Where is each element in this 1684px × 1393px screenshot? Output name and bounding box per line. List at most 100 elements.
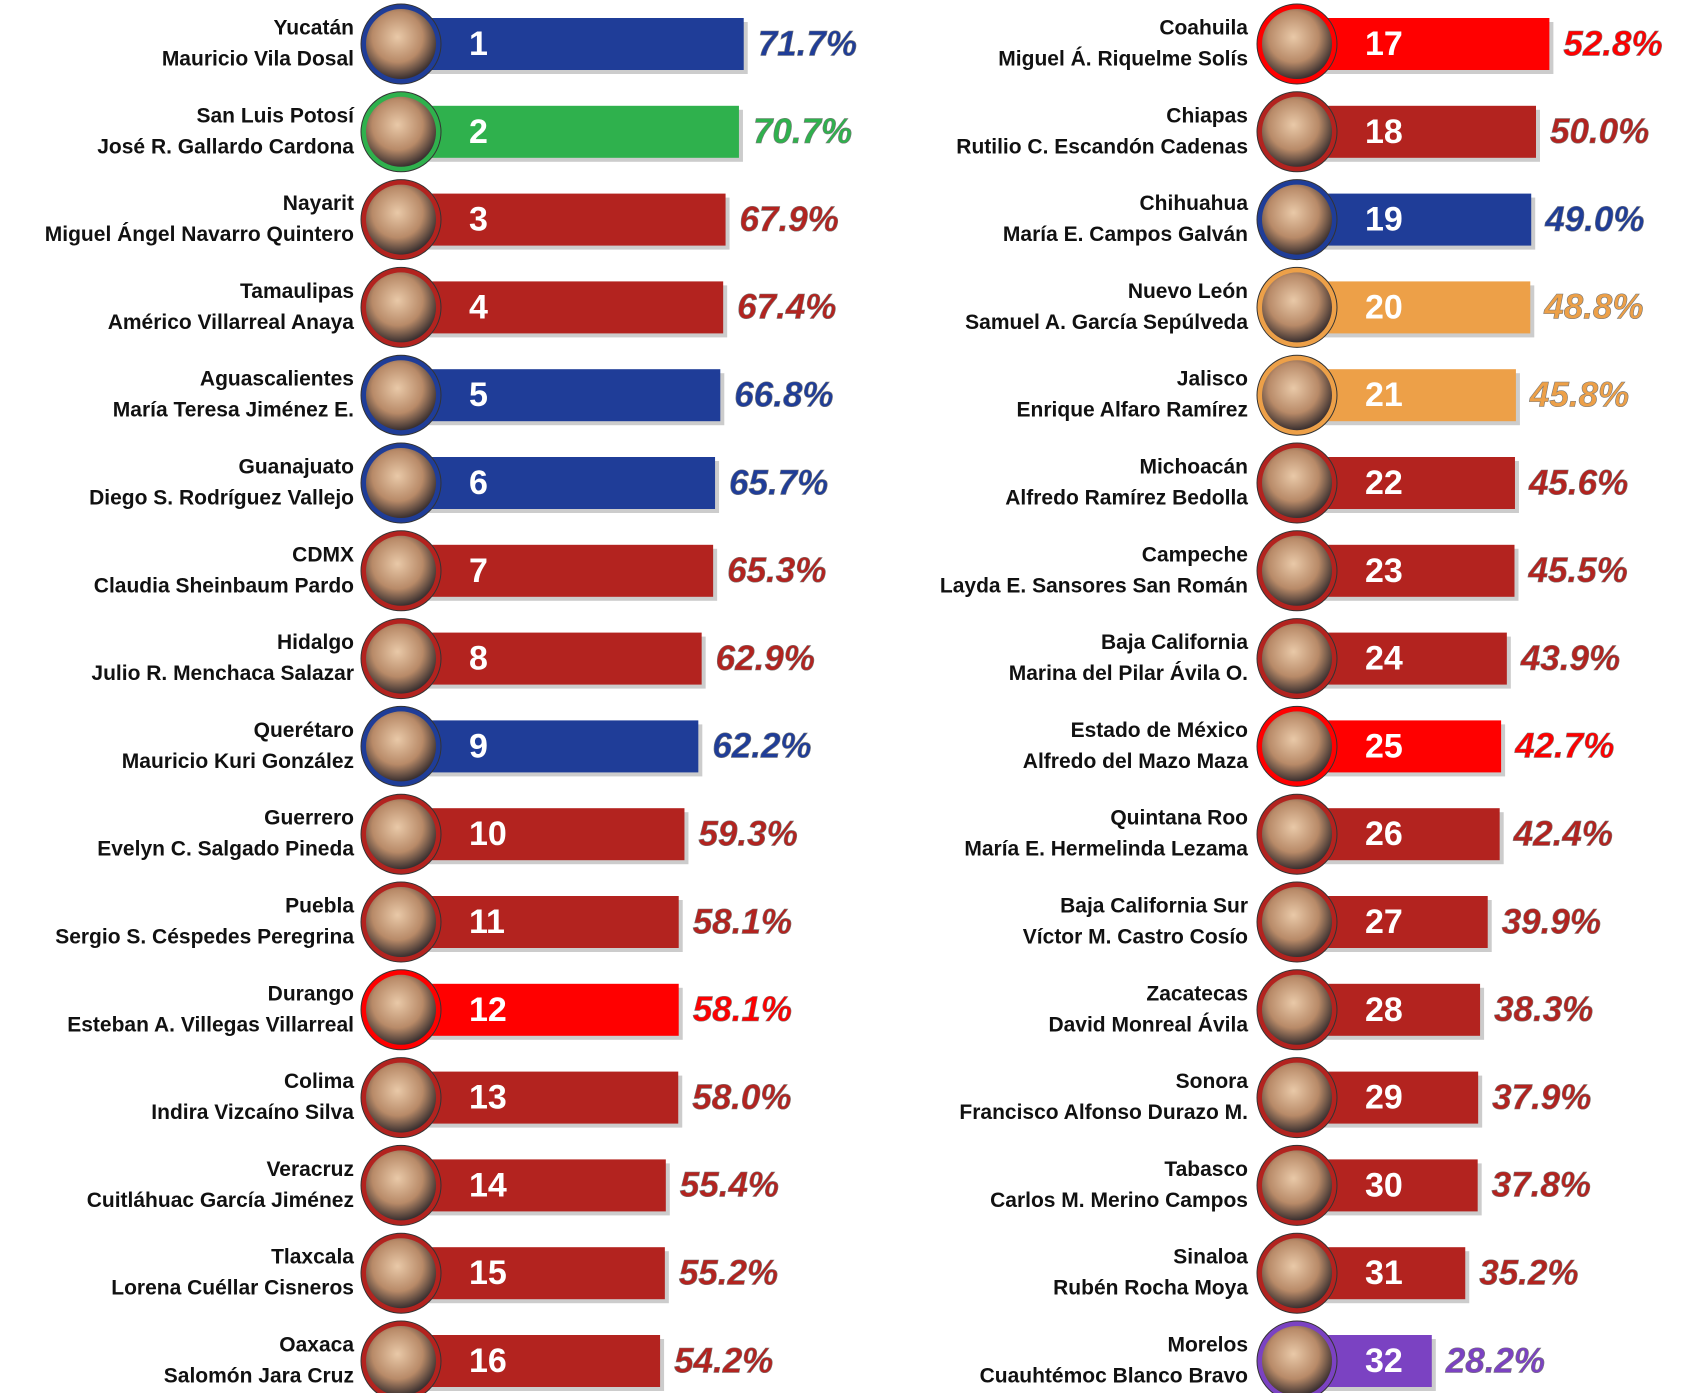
state-name: Yucatán (273, 17, 354, 40)
bar (401, 194, 726, 246)
rank: 1 (469, 25, 488, 63)
rank: 4 (469, 288, 488, 326)
state-name: Veracruz (266, 1158, 354, 1181)
rank: 29 (1365, 1079, 1403, 1117)
state-name: Tabasco (1164, 1158, 1248, 1181)
photo (366, 887, 436, 957)
photo (366, 1326, 436, 1393)
value-label: 48.8% (1543, 288, 1643, 327)
photo (1262, 1326, 1332, 1393)
governor-name: Cuauhtémoc Blanco Bravo (980, 1365, 1248, 1388)
photo (1262, 185, 1332, 255)
rank: 30 (1365, 1166, 1403, 1204)
value-label: 70.7% (753, 112, 852, 151)
rank: 2 (469, 113, 488, 151)
value-label: 45.8% (1529, 375, 1629, 414)
value-label: 55.2% (679, 1253, 778, 1292)
value-label: 58.1% (693, 990, 792, 1029)
state-name: Zacatecas (1146, 982, 1248, 1005)
value-label: 71.7% (758, 24, 857, 63)
photo (1262, 1150, 1332, 1220)
photo (366, 185, 436, 255)
photo (1262, 624, 1332, 694)
state-name: Quintana Roo (1110, 807, 1248, 830)
bar (401, 1072, 678, 1124)
rank: 5 (469, 376, 488, 414)
photo (366, 975, 436, 1045)
state-name: Campeche (1142, 543, 1248, 566)
state-name: Estado de México (1071, 719, 1248, 742)
rank: 18 (1365, 113, 1403, 151)
rank: 17 (1365, 25, 1403, 63)
photo (1262, 711, 1332, 781)
value-label: 35.2% (1479, 1253, 1578, 1292)
photo (366, 536, 436, 606)
rank: 13 (469, 1079, 507, 1117)
value-label: 67.9% (740, 200, 839, 239)
bar (401, 720, 698, 772)
value-label: 55.4% (680, 1166, 779, 1205)
value-label: 28.2% (1445, 1341, 1545, 1380)
photo (1262, 975, 1332, 1045)
bar (401, 106, 739, 158)
rank: 22 (1365, 464, 1403, 502)
value-label: 59.3% (698, 814, 797, 853)
state-name: Morelos (1167, 1334, 1248, 1357)
bar (401, 369, 720, 421)
rank: 28 (1365, 991, 1403, 1029)
governor-name: Evelyn C. Salgado Pineda (97, 838, 354, 861)
rank: 10 (469, 815, 507, 853)
rank: 15 (469, 1254, 507, 1292)
state-name: Sinaloa (1173, 1246, 1248, 1269)
value-label: 39.9% (1502, 902, 1601, 941)
state-name: Sonora (1176, 1070, 1249, 1093)
value-label: 42.4% (1513, 814, 1613, 853)
rank: 11 (469, 903, 505, 941)
rank: 27 (1365, 903, 1403, 941)
state-name: Nayarit (283, 192, 354, 215)
rank: 32 (1365, 1342, 1403, 1380)
photo (366, 360, 436, 430)
state-name: Colima (284, 1070, 354, 1093)
value-label: 37.8% (1492, 1166, 1591, 1205)
state-name: Coahuila (1159, 17, 1248, 40)
governor-name: Claudia Sheinbaum Pardo (94, 574, 354, 597)
governor-name: María E. Campos Galván (1003, 223, 1248, 246)
state-name: Tlaxcala (271, 1246, 354, 1269)
value-label: 42.7% (1514, 727, 1614, 766)
governor-name: Lorena Cuéllar Cisneros (111, 1277, 354, 1300)
state-name: Querétaro (254, 719, 354, 742)
governor-name: Alfredo del Mazo Maza (1023, 750, 1249, 773)
state-name: Nuevo León (1128, 280, 1248, 303)
state-name: Puebla (285, 895, 354, 918)
rank: 3 (469, 201, 488, 239)
governor-name: Enrique Alfaro Ramírez (1017, 399, 1248, 422)
value-label: 50.0% (1550, 112, 1649, 151)
bar (401, 896, 679, 948)
rank: 25 (1365, 727, 1403, 765)
state-name: Jalisco (1177, 368, 1248, 391)
photo (366, 624, 436, 694)
governor-name: Miguel Ángel Navarro Quintero (45, 223, 354, 246)
rank: 8 (469, 640, 488, 678)
state-name: Oaxaca (279, 1334, 354, 1357)
state-name: Durango (268, 982, 354, 1005)
governor-name: Marina del Pilar Ávila O. (1009, 662, 1248, 685)
governor-name: Julio R. Menchaca Salazar (91, 662, 354, 685)
bar (401, 984, 679, 1036)
photo (1262, 272, 1332, 342)
rank: 19 (1365, 201, 1403, 239)
rank: 20 (1365, 288, 1403, 326)
rank: 6 (469, 464, 488, 502)
governor-name: Salomón Jara Cruz (164, 1365, 354, 1388)
governor-name: Rutilio C. Escandón Cadenas (956, 135, 1248, 158)
bar (401, 808, 684, 860)
rank: 14 (469, 1166, 507, 1204)
governor-name: Miguel Á. Riquelme Solís (998, 48, 1248, 71)
photo (1262, 9, 1332, 79)
governor-name: Rubén Rocha Moya (1053, 1277, 1248, 1300)
value-label: 65.3% (727, 551, 826, 590)
governor-name: María Teresa Jiménez E. (113, 399, 354, 422)
governor-name: Esteban A. Villegas Villarreal (67, 1013, 354, 1036)
photo (366, 97, 436, 167)
